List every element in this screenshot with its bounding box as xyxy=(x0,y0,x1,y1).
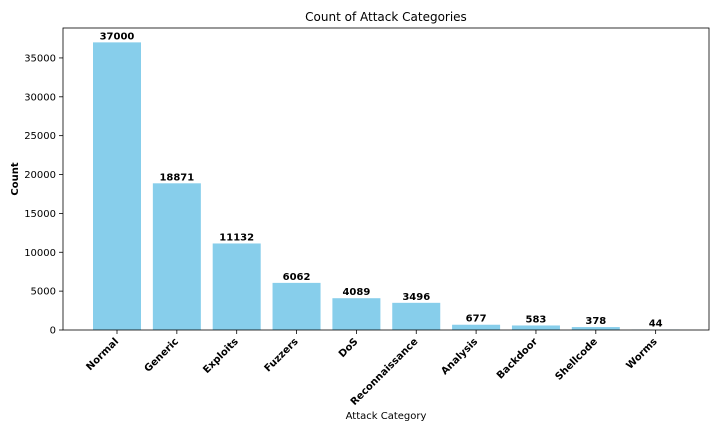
y-tick-label: 30000 xyxy=(24,92,56,103)
y-tick-label: 0 xyxy=(50,326,56,337)
chart-title: Count of Attack Categories xyxy=(305,10,467,24)
bar-reconnaissance xyxy=(392,302,441,330)
x-tick-label: Reconnaissance xyxy=(349,336,421,408)
x-axis-label: Attack Category xyxy=(346,411,427,422)
data-label: 4089 xyxy=(342,287,370,298)
bars-layer xyxy=(93,42,680,330)
plot-frame xyxy=(62,27,710,331)
y-axis-label: Count xyxy=(10,162,21,195)
bar-exploits xyxy=(212,243,261,330)
bar-dos xyxy=(332,298,381,330)
bar-analysis xyxy=(452,324,501,330)
x-tick-label: Fuzzers xyxy=(263,336,301,374)
bar-backdoor xyxy=(511,325,560,330)
bar-normal xyxy=(93,42,141,330)
bar-shellcode xyxy=(571,327,620,330)
data-label: 37000 xyxy=(100,31,135,42)
data-label: 18871 xyxy=(159,172,194,183)
data-label: 378 xyxy=(585,316,606,327)
bar-generic xyxy=(152,183,201,330)
x-tick-label: Exploits xyxy=(201,336,241,376)
x-tick-label: Worms xyxy=(625,336,660,371)
data-label: 677 xyxy=(466,314,487,325)
y-axis: 0 5000 10000 15000 20000 25000 30000 35000 xyxy=(24,53,63,337)
data-label: 583 xyxy=(526,314,547,325)
y-tick-label: 5000 xyxy=(31,287,56,298)
x-tick-label: Analysis xyxy=(439,336,480,377)
data-labels-layer: 37000 18871 11132 6062 4089 3496 677 583 378 44 xyxy=(100,31,663,329)
y-tick-label: 35000 xyxy=(24,53,56,64)
data-label: 6062 xyxy=(283,272,311,283)
data-label: 44 xyxy=(649,319,663,330)
bar-fuzzers xyxy=(272,282,321,330)
x-tick-label: DoS xyxy=(337,336,361,360)
x-tick-label: Generic xyxy=(143,336,181,374)
x-tick-label: Normal xyxy=(85,336,122,373)
y-tick-label: 20000 xyxy=(24,170,56,181)
data-label: 11132 xyxy=(219,232,254,243)
x-axis: Normal Generic Exploits Fuzzers DoSReconnais… xyxy=(85,330,660,408)
data-label: 3496 xyxy=(402,292,430,303)
y-tick-label: 10000 xyxy=(24,248,56,259)
x-tick-label: Shellcode xyxy=(553,336,600,383)
y-tick-label: 15000 xyxy=(24,209,56,220)
y-tick-label: 25000 xyxy=(24,131,56,142)
x-tick-label: Backdoor xyxy=(495,336,540,381)
